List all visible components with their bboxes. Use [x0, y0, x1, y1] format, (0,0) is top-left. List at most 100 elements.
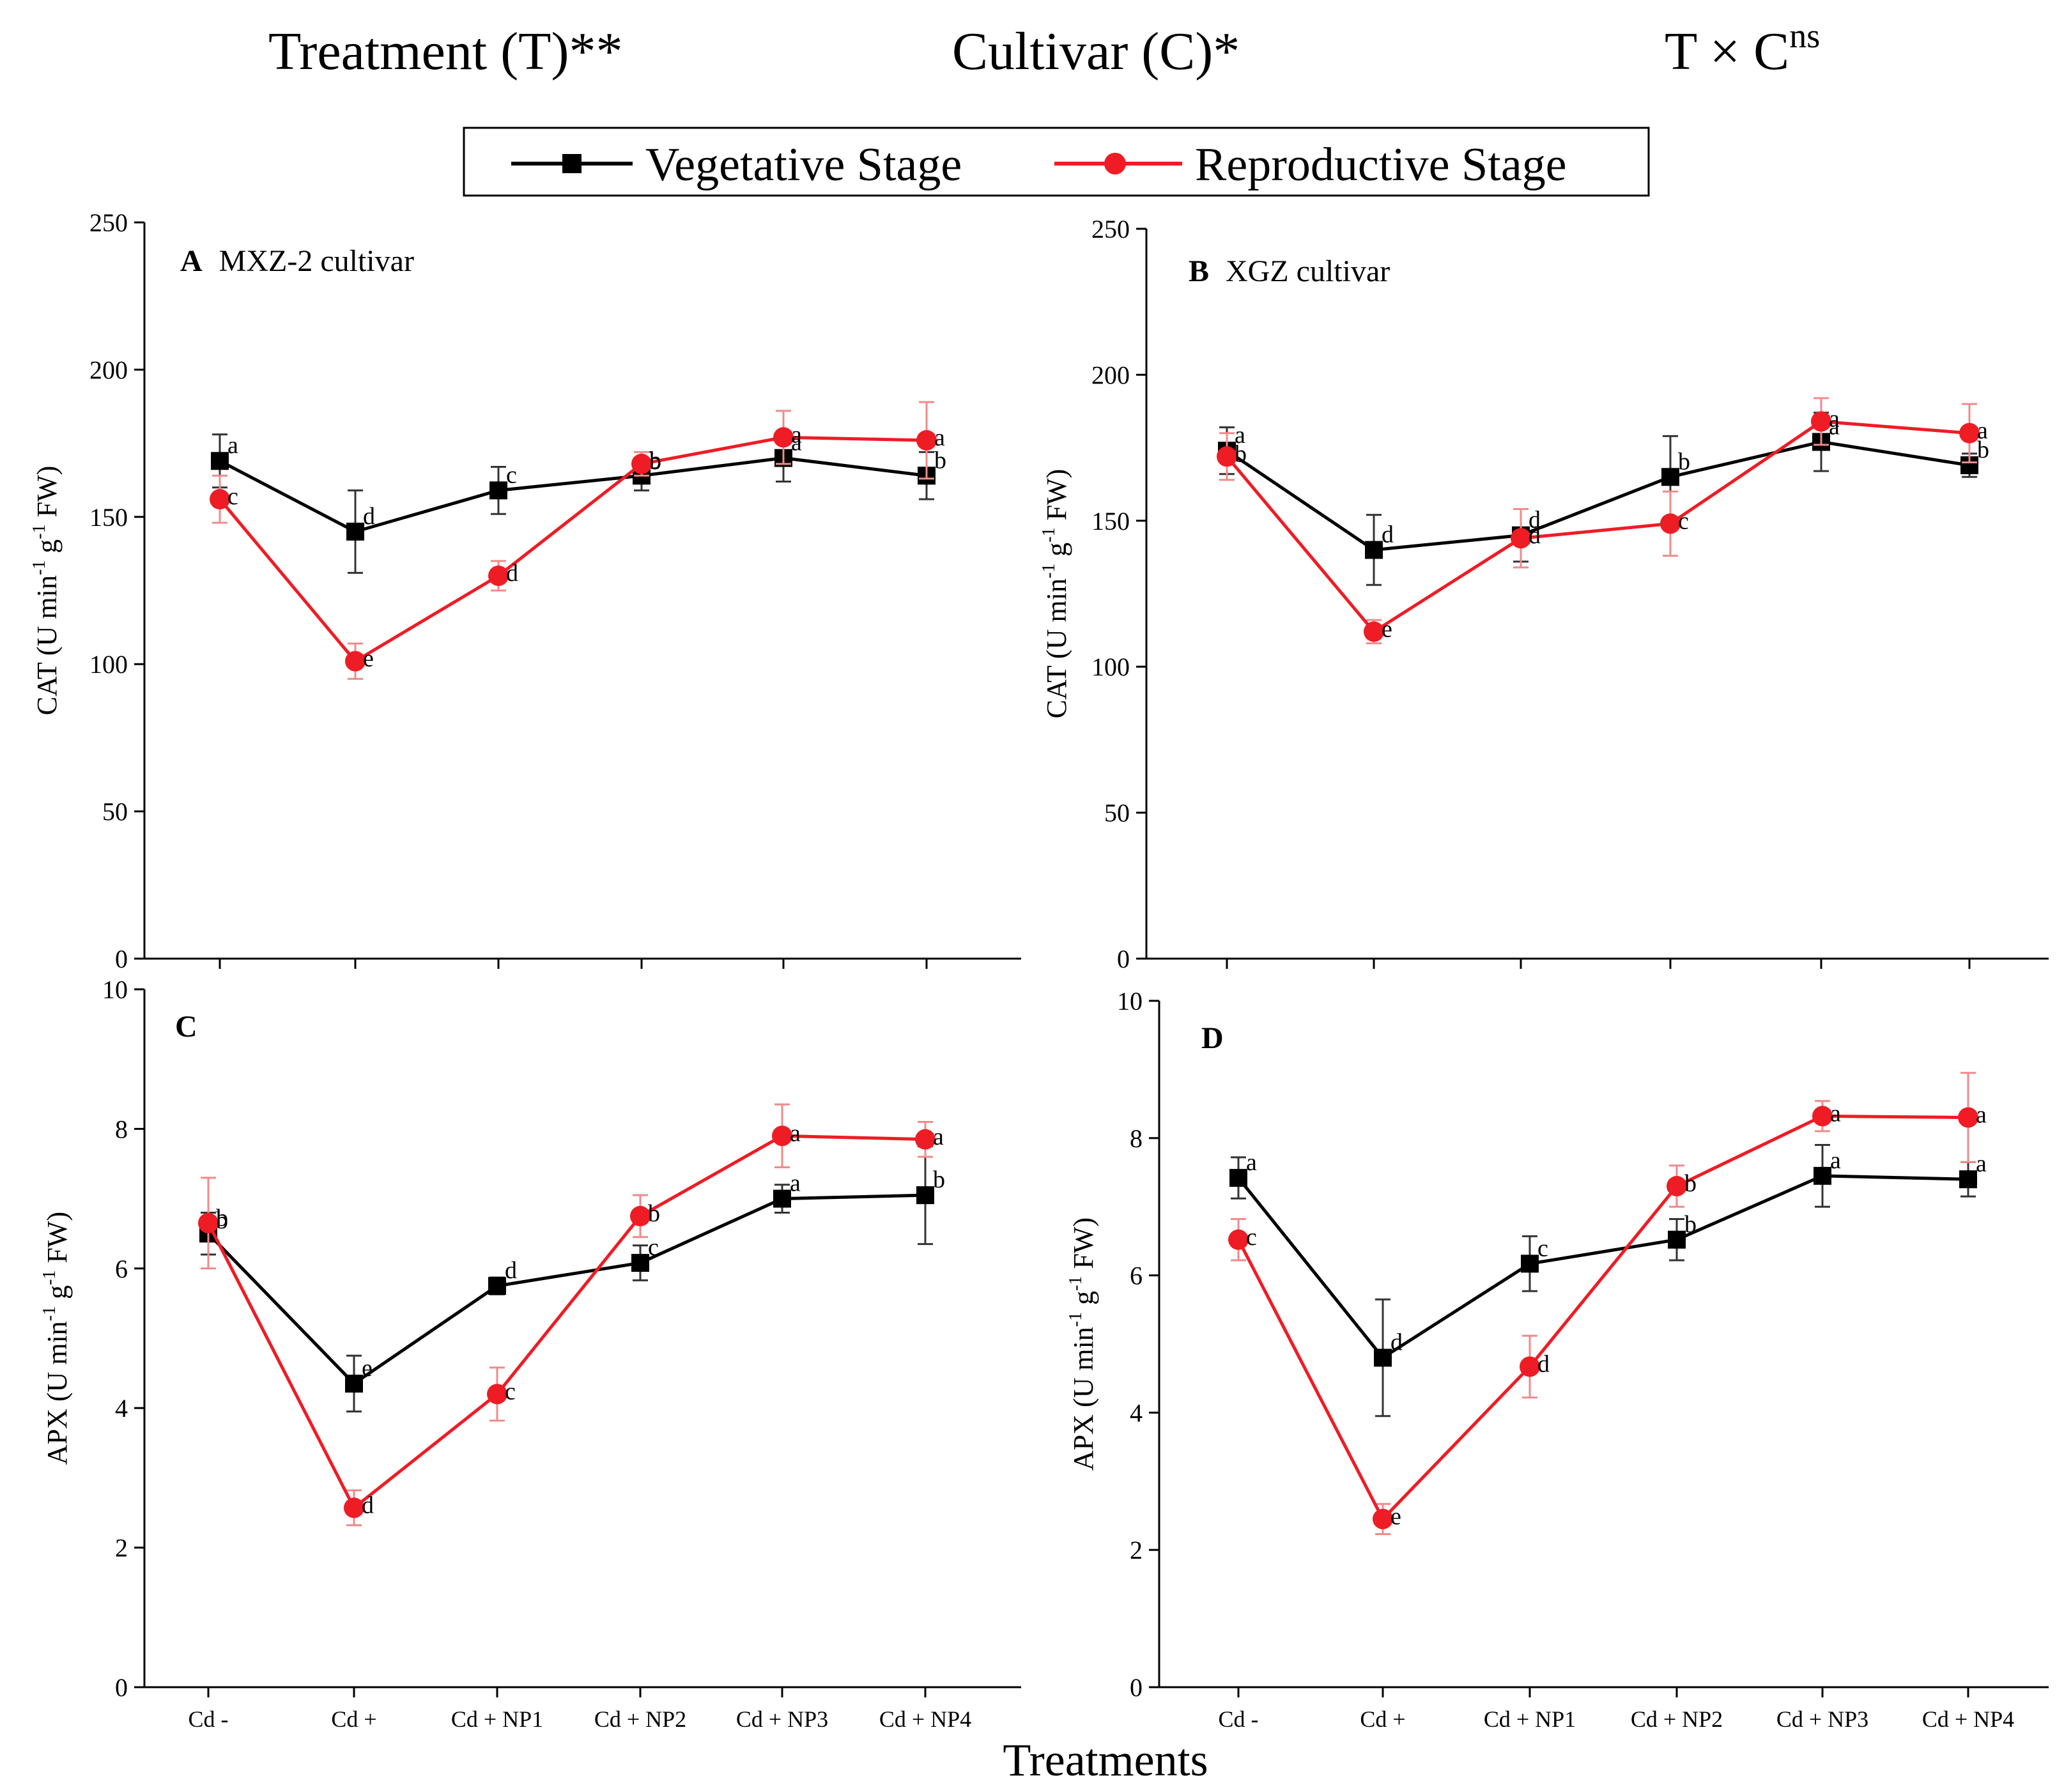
chart-panel-c: 0 2 4 6 8 10 Cd - Cd + Cd + NP1 Cd + NP2 Cd + NP3 C… [40, 975, 1021, 1732]
y-axis-label-sup: -1 [1039, 527, 1059, 542]
y-tick-label: 50 [102, 798, 128, 826]
data-point-vegetative [489, 481, 507, 500]
data-point-reproductive [1959, 422, 1980, 444]
significance-letter: d [1390, 1329, 1403, 1356]
significance-letter: d [1382, 521, 1394, 548]
series-line [206, 1134, 926, 1511]
panel-letter: A [180, 244, 203, 278]
significance-letter: a [1977, 417, 1988, 444]
y-axis-label-sup: -1 [1066, 1276, 1086, 1291]
x-tick-label: Cd + [331, 1706, 376, 1732]
significance-letter: b [1684, 1170, 1697, 1197]
data-point-vegetative [631, 1254, 649, 1272]
significance-letter: a [1235, 422, 1245, 449]
y-axis-label-part: g [42, 1285, 73, 1306]
data-point-reproductive [1660, 513, 1681, 534]
data-point-reproductive [631, 453, 652, 474]
data-point-reproductive [1958, 1107, 1978, 1128]
legend-vegetative-label: Vegetative Stage [645, 139, 962, 191]
data-point-reproductive [916, 429, 937, 451]
panel-cultivar: MXZ-2 cultivar [219, 244, 414, 278]
legend: Vegetative Stage Reproductive Stage [463, 127, 1650, 197]
data-point-vegetative [1229, 1169, 1247, 1187]
y-tick-label: 0 [115, 945, 128, 973]
data-point-reproductive [772, 1125, 792, 1147]
y-tick-label: 100 [1091, 653, 1130, 681]
panel-title: B XGZ cultivar [1189, 254, 1390, 288]
y-axis-label-sup: -1 [29, 524, 49, 539]
series-vegetative: a d c b a a [1229, 1144, 1987, 1417]
significance-letter: d [1529, 507, 1541, 534]
header-interaction-base: T × C [1665, 22, 1789, 81]
header-treatment: Treatment (T)** [268, 22, 622, 81]
significance-letter: d [363, 503, 375, 530]
data-point-reproductive [344, 1497, 364, 1518]
x-tick-label: Cd + NP1 [1484, 1706, 1576, 1732]
significance-letter: e [1382, 615, 1392, 642]
y-tick-label: 8 [115, 1115, 128, 1143]
y-axis-label-part: g [31, 539, 63, 560]
series-line [1236, 1114, 1969, 1522]
panel-title: C [175, 1010, 197, 1044]
significance-letter: a [790, 1170, 801, 1197]
x-tick-label: Cd + NP3 [736, 1706, 828, 1732]
series-line [1226, 440, 1970, 552]
data-point-vegetative [1521, 1255, 1539, 1273]
y-axis-label: CAT (U min-1 g-1 FW) [29, 466, 63, 716]
significance-letter: a [1976, 1102, 1987, 1129]
series-line [219, 435, 927, 663]
y-tick-label: 0 [1130, 1673, 1143, 1702]
data-point-vegetative [1959, 1170, 1977, 1189]
series-vegetative: b e d c a b [199, 1145, 945, 1413]
data-point-reproductive [1228, 1229, 1249, 1250]
data-point-reproductive [915, 1129, 936, 1150]
x-axis-title: Treatments [1003, 1734, 1208, 1786]
data-point-vegetative [1365, 541, 1383, 559]
y-axis-label-part: CAT (U min [31, 575, 63, 715]
significance-letter: c [227, 483, 238, 510]
data-point-reproductive [1511, 528, 1531, 549]
y-axis-label-part: APX (U min [1068, 1327, 1099, 1471]
significance-letter: a [227, 432, 238, 459]
significance-letter: b [933, 1166, 945, 1193]
data-point-reproductive [1373, 1508, 1393, 1529]
y-axis-label-part: g [1041, 543, 1072, 564]
y-axis-label-sup: -1 [29, 560, 49, 575]
data-point-reproductive [1811, 411, 1831, 432]
panel-title: D [1201, 1021, 1224, 1055]
significance-letter: a [1829, 413, 1840, 440]
legend-reproductive-marker [1104, 153, 1126, 174]
data-point-reproductive [773, 427, 794, 448]
header-cultivar: Cultivar (C)* [952, 22, 1240, 81]
series-line [1226, 419, 1970, 634]
y-axis-label-sup: -1 [1039, 564, 1059, 578]
y-axis-label-part: FW) [1041, 469, 1072, 528]
data-point-vegetative [345, 1374, 363, 1393]
significance-letter: c [505, 1378, 516, 1405]
y-tick-label: 200 [89, 355, 128, 384]
significance-letter: b [216, 1207, 228, 1234]
data-point-vegetative [346, 522, 364, 541]
panel-letter: B [1189, 254, 1209, 288]
data-point-reproductive [1812, 1106, 1833, 1127]
y-axis-label-sup: -1 [1066, 1312, 1086, 1327]
data-point-vegetative [916, 1186, 934, 1205]
y-tick-label: 250 [1091, 215, 1130, 243]
data-point-vegetative [1668, 1230, 1686, 1249]
significance-letter: b [1977, 436, 1989, 463]
legend-reproductive-label: Reproductive Stage [1195, 139, 1567, 191]
data-point-vegetative [1814, 1166, 1831, 1185]
y-tick-label: 2 [115, 1534, 128, 1563]
significance-letter: a [791, 429, 802, 456]
data-point-reproductive [1364, 621, 1384, 642]
significance-letter: d [506, 560, 518, 587]
panel-title: A MXZ-2 cultivar [180, 244, 414, 278]
header-interaction-sup: ns [1789, 17, 1820, 55]
y-axis-label-sup: -1 [40, 1271, 59, 1285]
